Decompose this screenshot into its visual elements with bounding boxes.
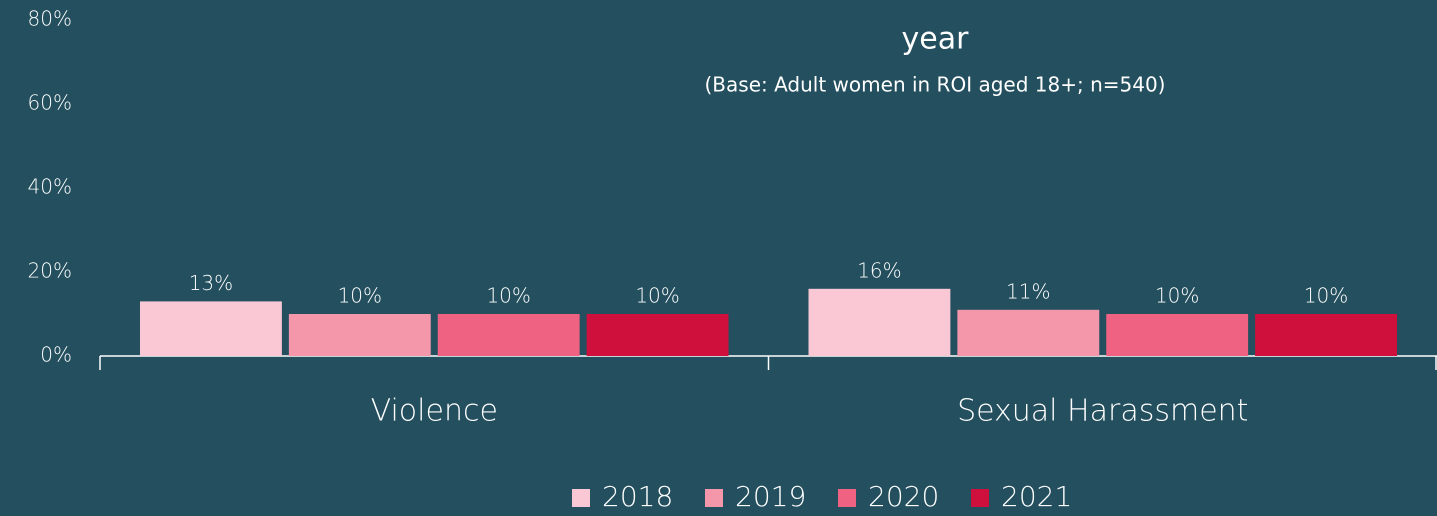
chart-title: year (902, 22, 970, 57)
value-label: 10% (338, 284, 382, 308)
value-label: 10% (635, 284, 679, 308)
value-label: 11% (1006, 279, 1050, 303)
y-tick-label: 0% (40, 343, 72, 367)
bar (437, 314, 580, 356)
legend-swatch (971, 489, 989, 507)
bar (140, 301, 282, 356)
bar (586, 314, 729, 356)
legend-label: 2018 (602, 480, 673, 513)
chart-subtitle: (Base: Adult women in ROI aged 18+; n=54… (705, 73, 1166, 97)
value-label: 10% (1304, 284, 1348, 308)
x-tick-label: Violence (371, 394, 498, 429)
legend-label: 2019 (735, 480, 806, 513)
y-tick-label: 60% (28, 91, 72, 115)
legend-label: 2021 (1001, 480, 1072, 513)
bar (808, 288, 951, 356)
bar (288, 314, 431, 356)
legend-swatch (705, 489, 723, 507)
bar (1106, 314, 1249, 356)
value-label: 16% (857, 258, 901, 282)
legend-swatch (572, 489, 590, 507)
y-tick-label: 80% (28, 7, 72, 31)
y-tick-label: 40% (28, 175, 72, 199)
y-tick-label: 20% (28, 259, 72, 283)
bar (1255, 314, 1397, 356)
bar (957, 309, 1100, 356)
legend-swatch (838, 489, 856, 507)
x-tick-label: Sexual Harassment (957, 394, 1248, 429)
value-label: 10% (1155, 284, 1199, 308)
value-label: 13% (189, 271, 233, 295)
value-label: 10% (486, 284, 530, 308)
legend-label: 2020 (868, 480, 939, 513)
